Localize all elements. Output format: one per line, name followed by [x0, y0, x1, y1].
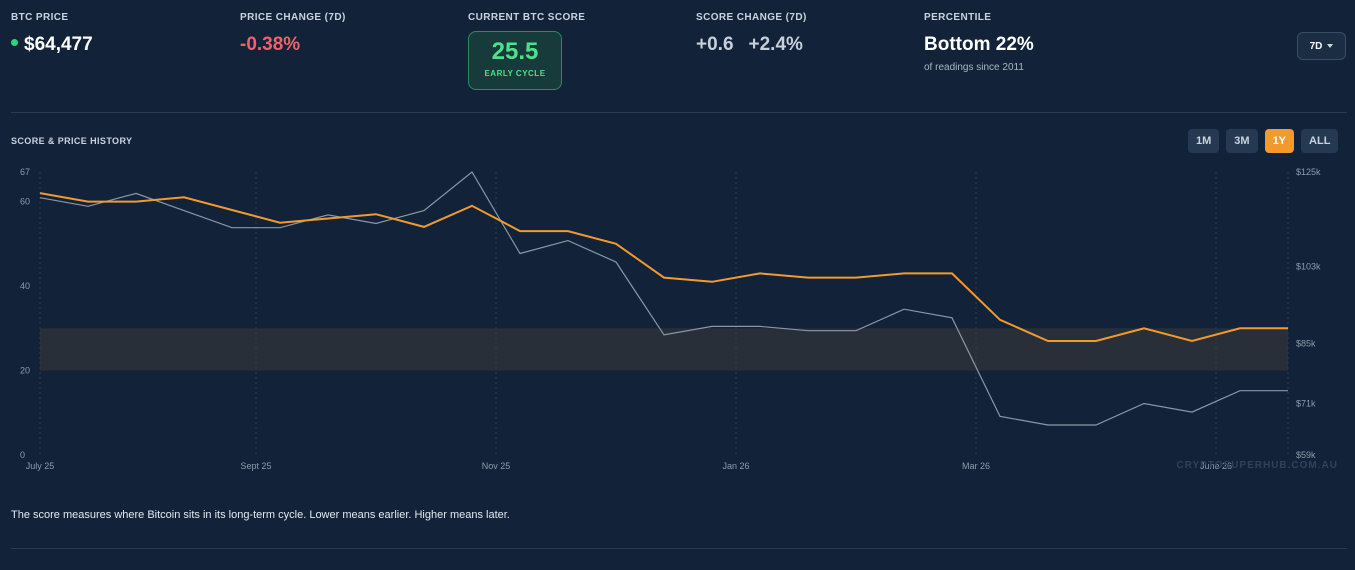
- left-tick-label: 40: [20, 281, 30, 291]
- right-axis: $125k $103k $85k $71k $59k: [1296, 167, 1321, 460]
- score-change-values: +0.6 +2.4%: [696, 34, 803, 56]
- range-button-group: 1M 3M 1Y ALL: [1188, 129, 1339, 153]
- left-tick-label: 67: [20, 167, 30, 177]
- range-button-all[interactable]: ALL: [1301, 129, 1339, 153]
- x-tick-label: Jan 26: [722, 461, 749, 471]
- chart-gridlines: [39, 172, 1289, 455]
- x-tick-label: June 26: [1200, 461, 1232, 471]
- score-change-label: SCORE CHANGE (7D): [696, 12, 807, 23]
- watermark: CRYPTOSUPERHUB.COM.AU: [1176, 460, 1338, 471]
- score-price-chart: 67 60 40 20 0 $125k $103k $85k $71k $59k July 25…: [20, 167, 1338, 471]
- x-tick-label: Nov 25: [482, 461, 511, 471]
- price-change-label: PRICE CHANGE (7D): [240, 12, 346, 23]
- x-tick-label: July 25: [26, 461, 55, 471]
- score-change-pct: +2.4%: [748, 34, 803, 55]
- right-tick-label: $59k: [1296, 450, 1316, 460]
- btc-price-value-row: $64,477: [11, 34, 93, 56]
- price-line: [39, 171, 1288, 426]
- right-tick-label: $85k: [1296, 339, 1316, 349]
- chevron-down-icon: [1327, 44, 1334, 48]
- live-status-dot-icon: [11, 39, 18, 47]
- right-tick-label: $71k: [1296, 399, 1316, 409]
- btc-price-label: BTC PRICE: [11, 12, 69, 23]
- range-button-1y[interactable]: 1Y: [1264, 129, 1295, 153]
- x-axis: July 25 Sept 25 Nov 25 Jan 26 Mar 26 June 26: [26, 461, 1232, 471]
- right-tick-label: $125k: [1296, 167, 1321, 177]
- score-badge: 25.5 EARLY CYCLE: [468, 31, 562, 90]
- score-phase: EARLY CYCLE: [484, 69, 546, 78]
- range-button-1m[interactable]: 1M: [1188, 129, 1220, 153]
- score-line: [39, 192, 1288, 343]
- left-tick-label: 60: [20, 197, 30, 207]
- left-tick-label: 20: [20, 366, 30, 376]
- x-tick-label: Mar 26: [962, 461, 990, 471]
- percentile-label: PERCENTILE: [924, 12, 992, 23]
- range-button-3m[interactable]: 3M: [1226, 129, 1258, 153]
- price-change-value: -0.38%: [240, 34, 301, 55]
- score-change-abs: +0.6: [696, 34, 734, 55]
- left-tick-label: 0: [20, 450, 25, 460]
- top-divider: [11, 112, 1347, 113]
- right-tick-label: $103k: [1296, 261, 1321, 271]
- current-score-label: CURRENT BTC SCORE: [468, 12, 586, 23]
- period-select[interactable]: 7D: [1297, 32, 1346, 60]
- left-axis: 67 60 40 20 0: [20, 167, 30, 460]
- score-value: 25.5: [491, 38, 539, 65]
- x-tick-label: Sept 25: [240, 461, 271, 471]
- footnote: The score measures where Bitcoin sits in…: [11, 509, 510, 521]
- percentile-subtext: of readings since 2011: [924, 62, 1024, 73]
- section-title: SCORE & PRICE HISTORY: [11, 136, 133, 146]
- btc-price-value: $64,477: [24, 34, 93, 55]
- period-select-value: 7D: [1309, 40, 1323, 52]
- percentile-value: Bottom 22%: [924, 34, 1034, 55]
- bottom-divider: [11, 548, 1347, 549]
